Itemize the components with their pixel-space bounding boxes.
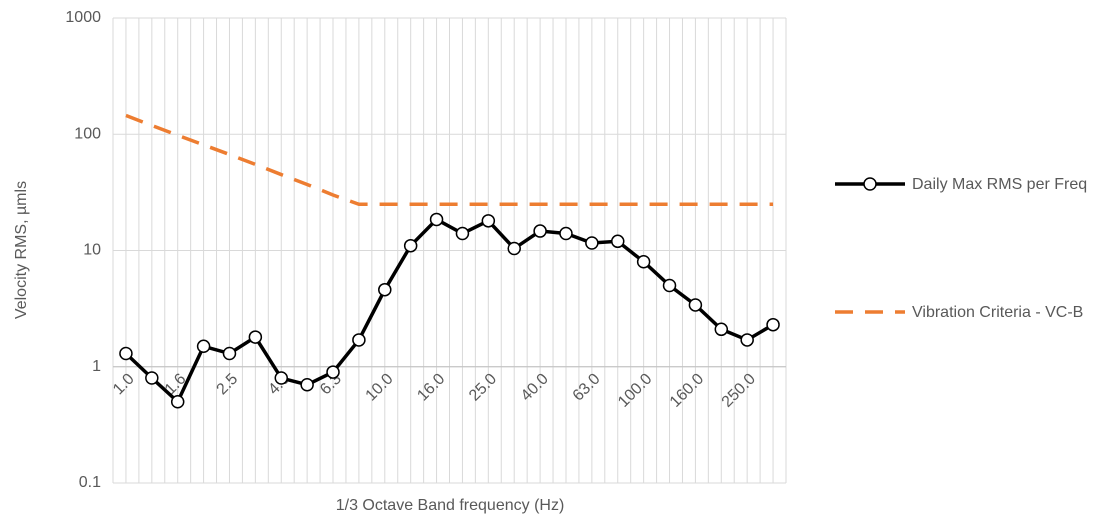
marker [481, 214, 496, 228]
legend-marker [863, 177, 877, 191]
x-tick-label: 160.0 [667, 370, 707, 410]
marker [352, 333, 366, 347]
marker [740, 333, 754, 347]
y-tick-label: 10 [83, 242, 101, 259]
y-tick-label: 1000 [65, 9, 101, 26]
marker [326, 365, 340, 379]
marker [533, 224, 547, 238]
x-tick-label: 10.0 [363, 370, 397, 404]
marker [145, 371, 159, 385]
marker [274, 371, 288, 385]
marker [378, 282, 392, 297]
marker [688, 298, 703, 312]
series-line [125, 113, 774, 206]
marker [429, 212, 444, 227]
marker [714, 322, 729, 337]
marker [403, 238, 418, 253]
x-tick-label: 1.0 [110, 370, 138, 398]
y-axis-title: Velocity RMS, µmls [13, 181, 30, 319]
x-tick-label: 2.5 [214, 370, 242, 398]
legend-label: Vibration Criteria - VC-B [912, 304, 1084, 321]
marker [170, 394, 185, 409]
y-tick-label: 1 [92, 358, 101, 375]
marker [455, 226, 470, 241]
marker [766, 317, 780, 332]
marker [585, 236, 599, 250]
x-axis-title: 1/3 Octave Band frequency (Hz) [336, 497, 565, 514]
marker [119, 346, 133, 361]
marker [507, 241, 521, 256]
marker [300, 378, 314, 392]
x-tick-label: 40.0 [518, 370, 552, 404]
legend-label: Daily Max RMS per Freq [912, 176, 1088, 193]
y-tick-label: 100 [74, 125, 101, 142]
marker [662, 278, 677, 293]
x-tick-label: 25.0 [466, 370, 500, 404]
x-tick-label: 63.0 [570, 370, 604, 404]
marker [611, 234, 625, 249]
y-tick-label: 0.1 [79, 474, 101, 491]
x-tick-label: 16.0 [414, 370, 448, 404]
x-tick-label: 250.0 [719, 370, 759, 410]
marker [559, 226, 573, 241]
marker [196, 339, 211, 354]
marker [248, 330, 263, 344]
x-tick-label: 100.0 [615, 370, 655, 410]
marker [636, 255, 651, 269]
marker [222, 346, 237, 361]
